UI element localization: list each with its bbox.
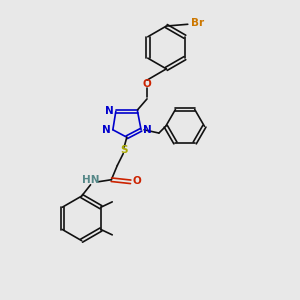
Text: N: N bbox=[143, 125, 152, 135]
Text: Br: Br bbox=[191, 18, 204, 28]
Text: HN: HN bbox=[82, 175, 99, 185]
Text: N: N bbox=[102, 125, 111, 135]
Text: O: O bbox=[143, 79, 152, 89]
Text: O: O bbox=[132, 176, 141, 186]
Text: S: S bbox=[120, 145, 128, 155]
Text: N: N bbox=[105, 106, 114, 116]
